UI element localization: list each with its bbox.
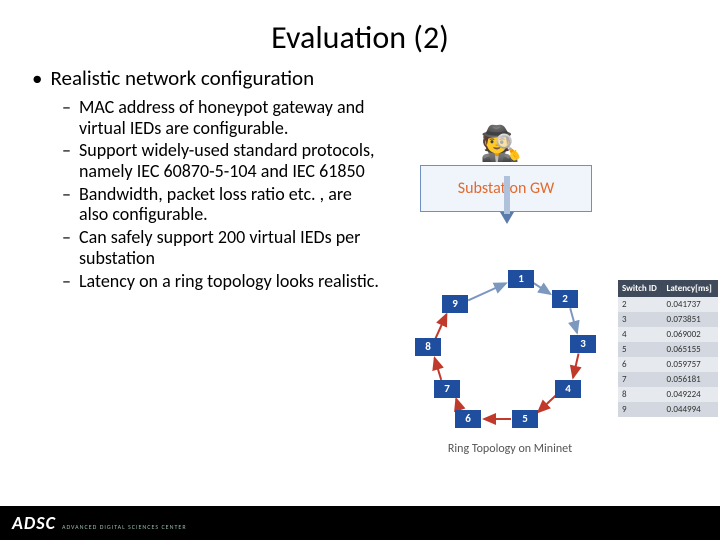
table-row: 20.041737 <box>618 297 718 312</box>
ring-node-2: 2 <box>552 290 578 308</box>
dash-icon: – <box>62 140 71 181</box>
ring-node-3: 3 <box>570 335 596 353</box>
dash-icon: – <box>62 97 71 138</box>
cell: 9 <box>618 402 663 417</box>
ring-node-4: 4 <box>555 380 581 398</box>
cell: 0.065155 <box>663 342 718 357</box>
cell: 0.056181 <box>663 372 718 387</box>
logo-subtext: ADVANCED DIGITAL SCIENCES CENTER <box>62 523 187 531</box>
table-row: 30.073851 <box>618 312 718 327</box>
col-latency: Latency[ms] <box>663 280 718 297</box>
sub-bullet-text: Bandwidth, packet loss ratio etc. , are … <box>79 184 382 225</box>
cell: 0.069002 <box>663 327 718 342</box>
ring-arrow <box>435 314 446 338</box>
cell: 0.073851 <box>663 312 718 327</box>
dash-icon: – <box>62 227 71 268</box>
cell: 8 <box>618 387 663 402</box>
sub-bullet-item: –MAC address of honeypot gateway and vir… <box>62 97 382 138</box>
ring-node-1: 1 <box>508 270 534 288</box>
latency-table: Switch ID Latency[ms] 20.04173730.073851… <box>618 280 718 417</box>
table-row: 80.049224 <box>618 387 718 402</box>
ring-node-7: 7 <box>434 380 460 398</box>
table-row: 50.065155 <box>618 342 718 357</box>
ring-arrow <box>573 353 579 377</box>
logo-text: ADSC <box>12 512 56 534</box>
cell: 0.059757 <box>663 357 718 372</box>
logo: ADSC ADVANCED DIGITAL SCIENCES CENTER <box>12 512 187 534</box>
cell: 4 <box>618 327 663 342</box>
footer-bar: ADSC ADVANCED DIGITAL SCIENCES CENTER <box>0 506 720 540</box>
ring-node-6: 6 <box>455 410 481 428</box>
ring-arrow <box>456 399 460 411</box>
sub-bullet-item: –Latency on a ring topology looks realis… <box>62 271 382 292</box>
ring-node-9: 9 <box>442 295 468 313</box>
ring-caption: Ring Topology on Mininet <box>400 442 620 456</box>
dash-icon: – <box>62 271 71 292</box>
cell: 6 <box>618 357 663 372</box>
table-row: 40.069002 <box>618 327 718 342</box>
sub-bullets: –MAC address of honeypot gateway and vir… <box>62 97 382 291</box>
ring-arrow <box>570 308 577 333</box>
sub-bullet-item: –Bandwidth, packet loss ratio etc. , are… <box>62 184 382 225</box>
dash-icon: – <box>62 184 71 225</box>
col-switch-id: Switch ID <box>618 280 663 297</box>
table-row: 60.059757 <box>618 357 718 372</box>
sub-bullet-item: –Can safely support 200 virtual IEDs per… <box>62 227 382 268</box>
sub-bullet-text: MAC address of honeypot gateway and virt… <box>79 97 382 138</box>
sub-bullet-text: Support widely-used standard protocols, … <box>79 140 382 181</box>
slide-title: Evaluation (2) <box>0 0 720 57</box>
cell: 7 <box>618 372 663 387</box>
spy-icon: 🕵️ <box>480 128 522 162</box>
ring-node-5: 5 <box>512 410 538 428</box>
sub-bullet-text: Latency on a ring topology looks realist… <box>79 271 379 292</box>
cell: 3 <box>618 312 663 327</box>
cell: 5 <box>618 342 663 357</box>
sub-bullet-text: Can safely support 200 virtual IEDs per … <box>79 227 382 268</box>
bullet-dot: • <box>32 65 42 91</box>
cell: 0.049224 <box>663 387 718 402</box>
ring-node-8: 8 <box>415 338 441 356</box>
main-bullet-text: Realistic network configuration <box>50 65 314 91</box>
ring-arrow <box>538 395 556 412</box>
sub-bullet-item: –Support widely-used standard protocols,… <box>62 140 382 181</box>
diagram: 🕵️ Substation GW 123456789 Ring Topology… <box>400 130 620 460</box>
ring-arrow <box>534 283 551 294</box>
main-bullet: • Realistic network configuration <box>32 65 720 91</box>
cell: 0.044994 <box>663 402 718 417</box>
cell: 2 <box>618 297 663 312</box>
ring-arrow <box>435 358 442 380</box>
cell: 0.041737 <box>663 297 718 312</box>
ring-arrow <box>468 283 506 300</box>
slide: Evaluation (2) • Realistic network config… <box>0 0 720 540</box>
table-row: 90.044994 <box>618 402 718 417</box>
down-arrow-icon <box>500 212 514 224</box>
table-row: 70.056181 <box>618 372 718 387</box>
